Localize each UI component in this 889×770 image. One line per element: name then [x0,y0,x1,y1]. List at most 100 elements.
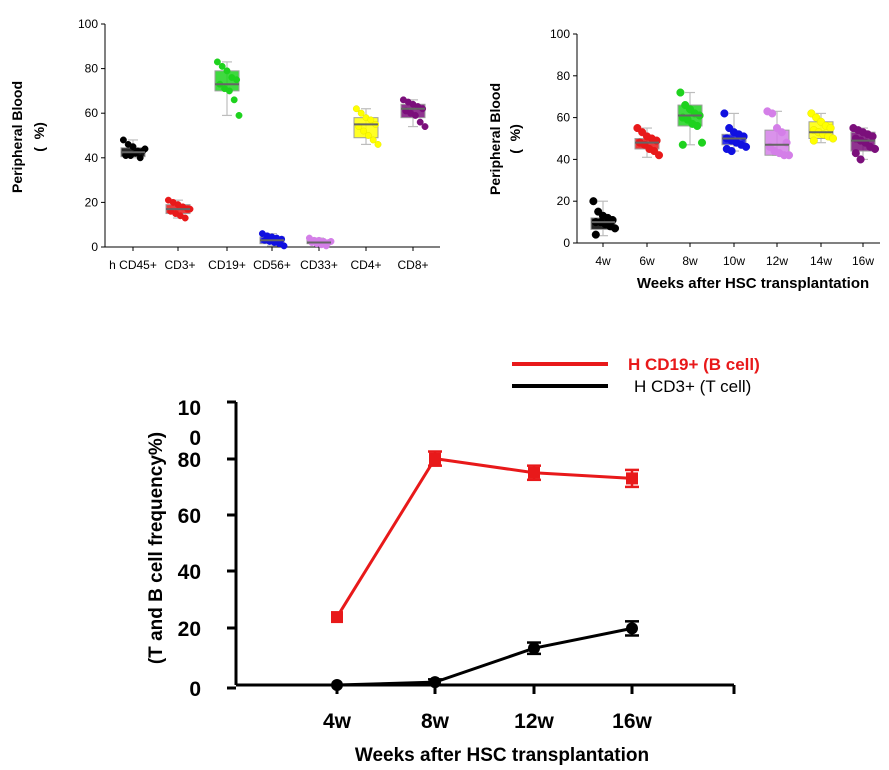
y-tick-label: 80 [85,62,99,76]
data-point [591,230,600,239]
data-point [654,151,664,160]
data-marker [331,679,343,691]
data-point [828,134,838,143]
x-tick-label: CD19+ [208,258,246,272]
data-point [369,136,377,144]
panel-a-y-axis-unit: ( %) [31,122,47,152]
x-tick-label: 16w [612,710,652,733]
x-tick-label: 12w [766,254,788,268]
panel-b-y-axis-unit: ( %) [507,124,523,154]
x-tick-label: CD56+ [253,258,291,272]
panel-a-y-axis-label: Peripheral Blood [9,81,25,193]
series-line [335,456,633,618]
data-point [678,140,687,149]
data-point [868,132,877,141]
x-tick-label: 12w [514,710,554,733]
data-point [327,237,335,245]
data-point [374,140,382,148]
data-marker [626,622,638,635]
y-tick-label: 20 [557,194,571,208]
x-tick-label: 10w [723,254,745,268]
series-line [336,626,633,687]
data-point [720,109,729,118]
data-point [676,88,685,97]
data-point [280,242,288,250]
x-tick-label: h CD45+ [109,258,157,272]
data-point [421,123,429,131]
data-point [589,197,598,206]
data-point [129,143,137,151]
panel-a-box-plot: Peripheral Blood ( %) 0 20 40 60 80 100 h CD45… [9,17,440,272]
y-tick-label: 100 [78,17,98,31]
data-point [119,136,127,144]
data-point [693,121,702,131]
x-tick-label: CD3+ [164,258,195,272]
y-tick-label: 60 [85,106,99,120]
x-tick-label: 16w [852,254,874,268]
data-point [610,224,620,233]
x-tick-label: CD33+ [300,258,338,272]
data-point [777,128,786,137]
x-tick-label: CD4+ [350,258,381,272]
data-point [181,214,189,222]
y-tick-label: 60 [557,111,571,125]
data-point [235,111,243,119]
data-point [225,87,233,95]
data-point [809,136,818,145]
y-tick-label: 80 [178,449,201,472]
data-point [367,116,375,124]
data-point [416,118,424,126]
data-point [233,76,241,84]
y-tick-label: 40 [178,561,201,584]
data-point [851,149,860,158]
data-point [870,144,880,153]
data-point [357,109,365,117]
y-tick-label: 0 [563,236,570,250]
data-point [411,111,419,119]
data-marker [429,452,441,465]
y-tick-label: 40 [85,151,99,165]
data-point [218,62,226,70]
legend-label: H CD3+ (T cell) [634,377,751,396]
data-point [141,145,149,153]
x-tick-label: 6w [639,254,655,268]
data-point [136,154,144,162]
panel-c-line-chart: (T and B cell frequency%) Weeks after HS… [146,355,760,766]
panel-c-x-axis-label: Weeks after HSC transplantation [355,745,649,766]
data-point [741,142,751,151]
x-tick-label: 14w [810,254,832,268]
legend-label: H CD19+ (B cell) [628,355,760,374]
x-tick-label: 4w [595,254,611,268]
data-marker [528,466,540,479]
x-tick-label: 8w [421,710,450,733]
data-point [768,109,777,118]
panel-c-y-axis-label: (T and B cell frequency%) [146,432,167,664]
y-tick-label: 40 [557,152,571,166]
data-point [727,146,736,156]
y-tick-label: 100 [550,27,570,41]
data-point [352,105,360,113]
data-point [856,155,865,164]
y-tick-label: 0 [189,678,201,701]
data-marker [429,676,441,689]
data-point [364,132,372,139]
y-tick-label: 0 [189,427,201,450]
data-point [784,151,794,160]
x-tick-label: CD8+ [397,258,428,272]
x-tick-label: 8w [682,254,698,268]
panel-b-y-axis-label: Peripheral Blood [487,83,503,195]
y-tick-label: 20 [85,195,99,209]
y-tick-label: 80 [557,69,571,83]
panel-b-x-axis-label: Weeks after HSC transplantation [637,275,869,292]
data-point [230,96,238,104]
data-point [697,138,707,147]
data-point [360,127,368,135]
data-marker [528,642,540,655]
x-tick-label: 4w [323,710,352,733]
data-point [826,124,835,133]
panel-b-box-plot: Peripheral Blood ( %) Weeks after HSC tr… [487,27,880,292]
y-tick-label: 20 [178,618,201,641]
data-marker [626,472,638,485]
data-marker [331,611,343,624]
